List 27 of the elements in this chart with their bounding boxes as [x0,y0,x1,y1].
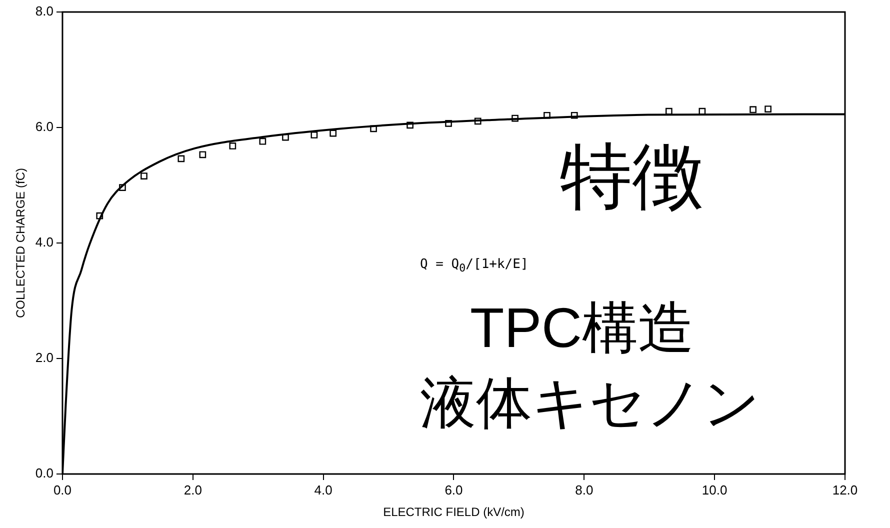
annotation: 特徴 [560,134,704,218]
x-tick-label: 2.0 [184,482,202,498]
point [310,132,318,138]
x-tick-label: 10.0 [702,482,728,498]
point [178,155,185,162]
y-tick-label: 4.0 [35,234,54,250]
point [330,130,337,137]
y-tick-label: 0.0 [35,466,54,481]
point [259,138,266,145]
point [140,172,148,180]
annotation: Q = Q$_{0}$/[1+k/E] [420,257,528,275]
x-tick-label: 12.0 [832,482,858,498]
point [199,151,206,158]
x-tick-label: 4.0 [314,482,332,498]
x-axis-title: ELECTRIC FIELD (kV/cm) [383,505,524,520]
x-tick-label: 0.0 [53,482,72,498]
point [764,106,772,112]
annotation: 液体キセノン [420,371,760,434]
y-tick-label: 8.0 [35,4,54,19]
annotation: TPC構造 [470,296,694,359]
x-tick-label: 8.0 [575,482,594,498]
x-tick-label: 6.0 [444,482,463,498]
point [750,106,756,114]
point [229,142,236,150]
y-tick-label: 6.0 [35,119,54,134]
y-axis-title: COLLECTED CHARGE (fC) [14,168,28,318]
y-tick-label: 2.0 [35,350,54,366]
